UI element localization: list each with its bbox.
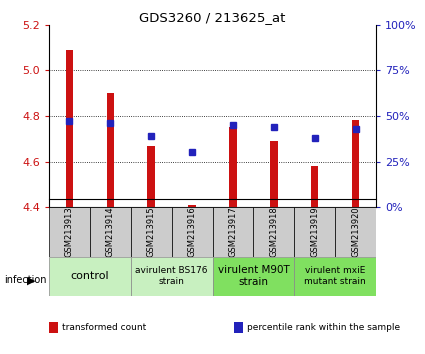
Text: GSM213914: GSM213914 bbox=[106, 206, 115, 257]
Bar bbox=[212, 257, 294, 296]
Bar bbox=[188, 205, 196, 207]
Title: GDS3260 / 213625_at: GDS3260 / 213625_at bbox=[139, 11, 286, 24]
Text: ▶: ▶ bbox=[27, 275, 35, 285]
Bar bbox=[335, 207, 376, 257]
Bar bbox=[270, 141, 278, 207]
Bar bbox=[212, 207, 253, 257]
Text: infection: infection bbox=[4, 275, 47, 285]
Bar bbox=[49, 257, 131, 296]
Text: control: control bbox=[71, 271, 109, 281]
Bar bbox=[253, 207, 294, 257]
Text: GSM213917: GSM213917 bbox=[229, 206, 238, 257]
Bar bbox=[294, 257, 376, 296]
Text: virulent mxiE
mutant strain: virulent mxiE mutant strain bbox=[304, 267, 366, 286]
Text: GSM213918: GSM213918 bbox=[269, 206, 278, 257]
Text: GSM213920: GSM213920 bbox=[351, 206, 360, 257]
Bar bbox=[229, 127, 237, 207]
Bar bbox=[172, 207, 212, 257]
Bar bbox=[131, 207, 172, 257]
Bar bbox=[294, 207, 335, 257]
Bar bbox=[65, 50, 73, 207]
Text: transformed count: transformed count bbox=[62, 323, 147, 332]
Bar bbox=[147, 145, 155, 207]
Text: avirulent BS176
strain: avirulent BS176 strain bbox=[135, 267, 208, 286]
Text: virulent M90T
strain: virulent M90T strain bbox=[218, 265, 289, 287]
Text: GSM213913: GSM213913 bbox=[65, 206, 74, 257]
Bar bbox=[107, 93, 114, 207]
Text: percentile rank within the sample: percentile rank within the sample bbox=[247, 323, 400, 332]
Text: GSM213916: GSM213916 bbox=[187, 206, 196, 257]
Text: GSM213919: GSM213919 bbox=[310, 206, 319, 257]
Bar bbox=[311, 166, 318, 207]
Bar bbox=[352, 120, 360, 207]
Bar bbox=[131, 257, 212, 296]
Text: GSM213915: GSM213915 bbox=[147, 206, 156, 257]
Bar bbox=[49, 207, 90, 257]
Bar bbox=[90, 207, 131, 257]
